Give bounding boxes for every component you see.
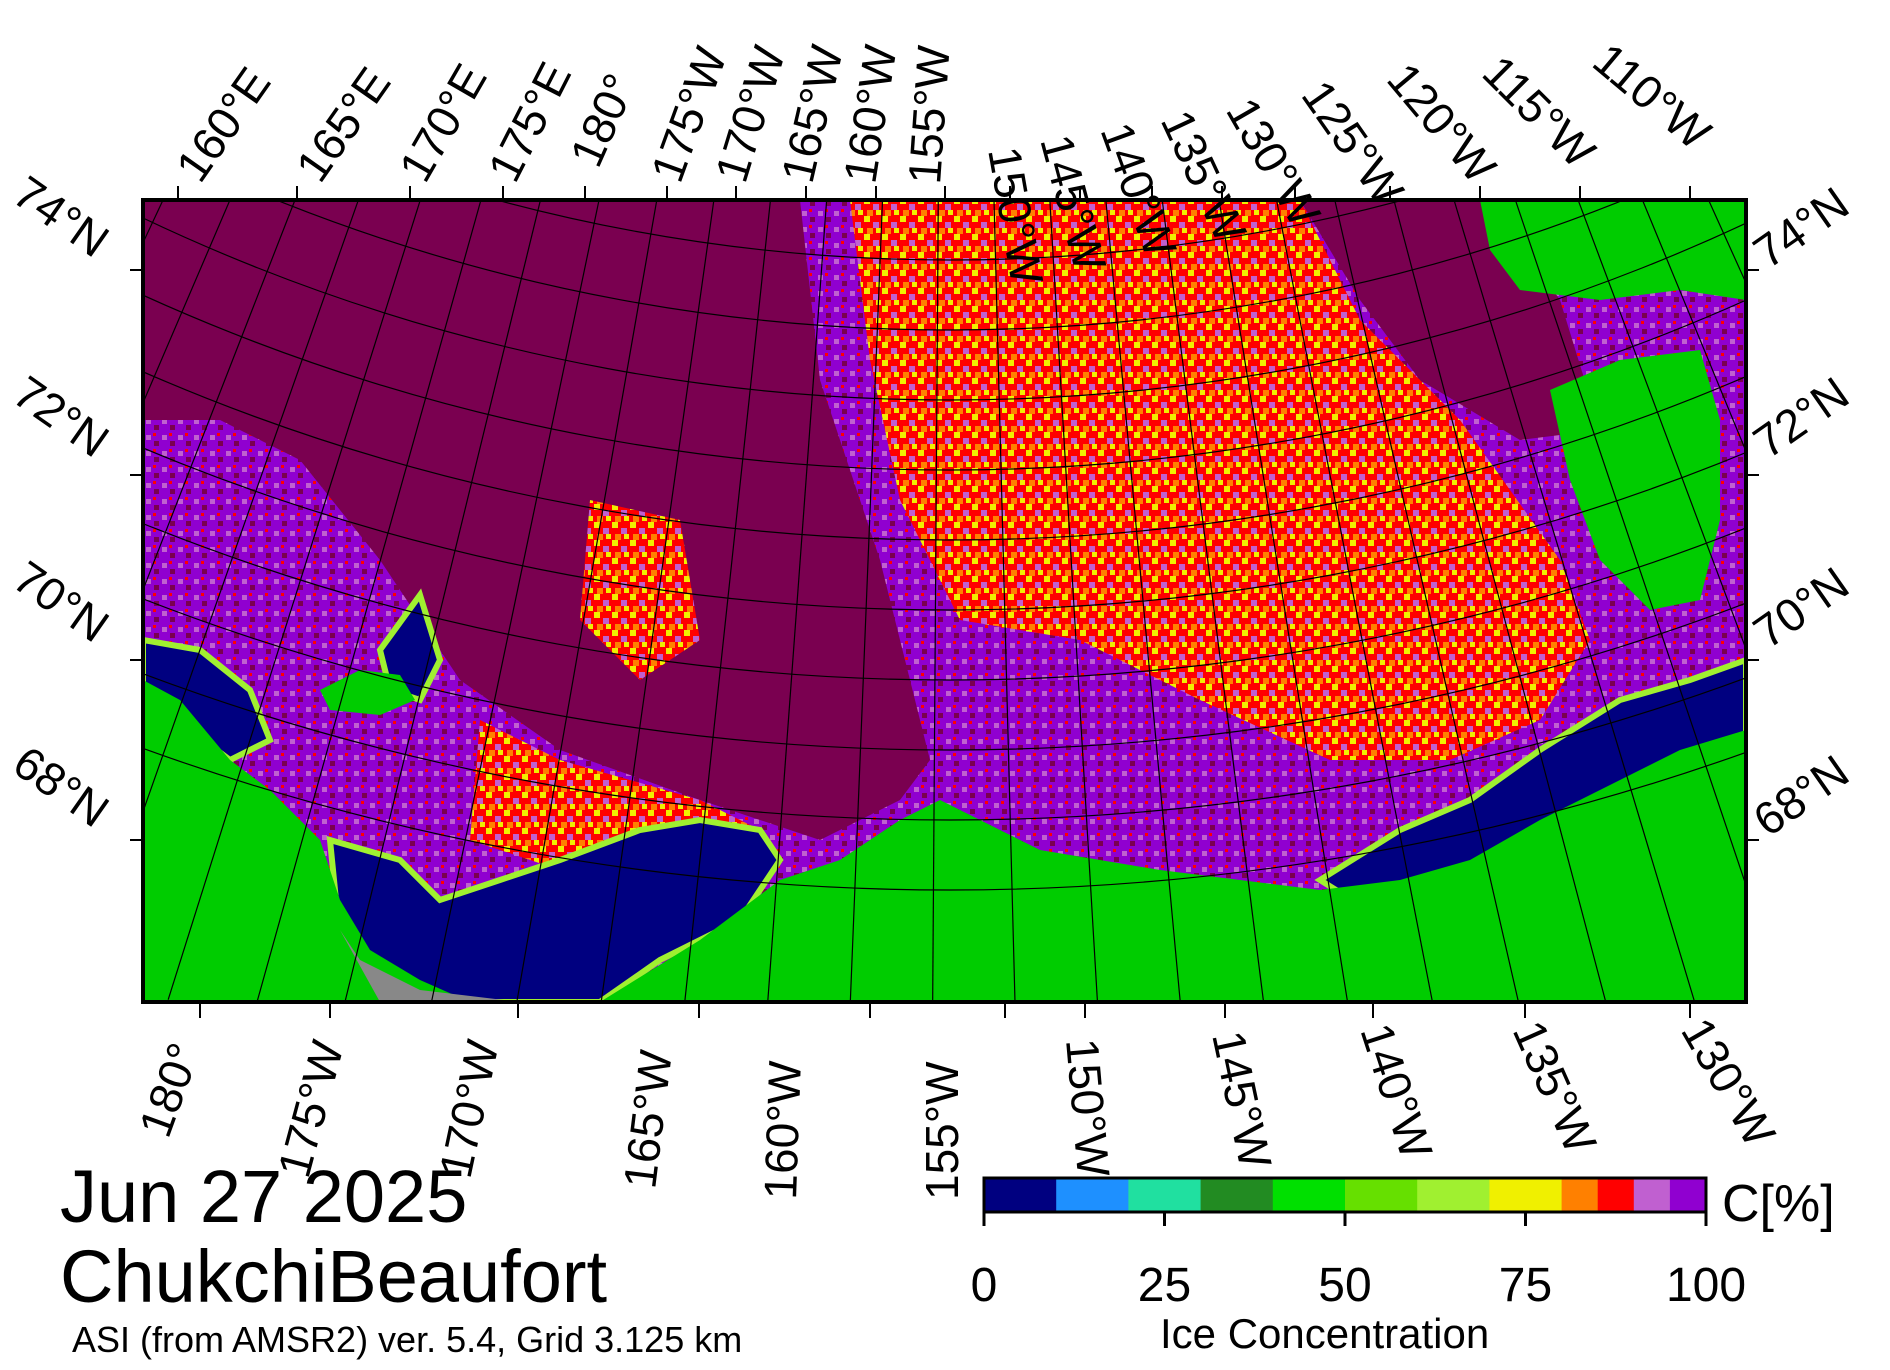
colorbar-tick-label: 0 bbox=[970, 1259, 998, 1312]
colorbar-title: Ice Concentration bbox=[1160, 1310, 1490, 1357]
top-lon-label: 165°E bbox=[286, 58, 401, 191]
bottom-lon-label: 160°W bbox=[754, 1059, 811, 1200]
region-label: ChukchiBeaufort bbox=[60, 1235, 608, 1318]
longitude-line bbox=[1218, 200, 1349, 1002]
longitude-line bbox=[932, 200, 939, 1002]
frame-ticks bbox=[130, 186, 1759, 1018]
right-lat-label: 72°N bbox=[1744, 367, 1858, 469]
longitude-line bbox=[143, 200, 296, 592]
left-lat-label: 70°N bbox=[4, 551, 118, 653]
longitude-line bbox=[1514, 200, 1746, 888]
graticule bbox=[0, 0, 1890, 1002]
colorbar-frame bbox=[982, 1176, 1708, 1214]
longitude-line bbox=[1840, 0, 1890, 681]
top-lon-label: 160°E bbox=[166, 58, 281, 191]
land-siberia bbox=[143, 680, 470, 1002]
ice-marginal-mid bbox=[580, 500, 700, 680]
colorbar-bin bbox=[1489, 1178, 1563, 1212]
bottom-lon-label: 150°W bbox=[1056, 1036, 1120, 1179]
land-wrangel-island bbox=[320, 670, 415, 715]
left-lat-label: 74°N bbox=[4, 166, 118, 268]
longitude-line bbox=[516, 200, 658, 1002]
map-body bbox=[143, 200, 1746, 1002]
latitude-line bbox=[143, 216, 1746, 401]
colorbar-tick-label: 50 bbox=[1318, 1259, 1372, 1312]
colorbar-bin bbox=[1417, 1178, 1490, 1212]
land-banks-island bbox=[1550, 350, 1720, 610]
left-lat-label: 72°N bbox=[4, 366, 118, 468]
top-lon-label: 170°E bbox=[389, 55, 497, 190]
longitude-line bbox=[1049, 200, 1099, 1002]
colorbar-bin bbox=[1056, 1178, 1129, 1212]
latitude-line bbox=[275, 200, 1625, 331]
land-victoria-island bbox=[1480, 200, 1746, 300]
latitude-line bbox=[495, 200, 1405, 261]
bottom-lon-label: 155°W bbox=[916, 1061, 968, 1200]
bottom-lon-label: 165°W bbox=[613, 1047, 682, 1191]
colorbar-tick-label: 100 bbox=[1665, 1259, 1747, 1312]
right-lat-label: 74°N bbox=[1744, 177, 1858, 279]
colorbar-bin bbox=[1597, 1178, 1635, 1212]
longitude-line bbox=[767, 200, 828, 1002]
longitude-line bbox=[1577, 200, 1746, 651]
longitude-line bbox=[256, 200, 482, 1002]
longitude-line bbox=[1393, 200, 1607, 1002]
colorbar-bin bbox=[1128, 1178, 1202, 1212]
land-masked-chukotka bbox=[340, 930, 520, 1002]
colorbar-bin bbox=[1633, 1178, 1671, 1212]
bottom-lon-label: 140°W bbox=[1350, 1017, 1442, 1165]
longitude-line bbox=[1884, 0, 1890, 631]
longitude-line bbox=[1453, 200, 1696, 1002]
longitude-line bbox=[1275, 200, 1434, 1002]
colorbar-bin bbox=[1345, 1178, 1418, 1212]
longitude-line bbox=[1105, 200, 1181, 1002]
ice-marginal-central bbox=[850, 200, 1590, 760]
top-lon-label: 155°W bbox=[898, 43, 960, 185]
longitude-line bbox=[344, 200, 542, 1002]
longitude-line bbox=[684, 200, 772, 1002]
right-lat-label: 68°N bbox=[1744, 745, 1858, 847]
colorbar-tick-label: 75 bbox=[1498, 1259, 1553, 1312]
longitude-line bbox=[167, 200, 421, 1000]
colorbar-bin bbox=[1200, 1178, 1274, 1212]
longitude-line bbox=[0, 0, 131, 753]
colorbar bbox=[982, 1178, 1708, 1226]
longitude-line bbox=[849, 200, 884, 1002]
date-label: Jun 27 2025 bbox=[60, 1155, 468, 1238]
colorbar-bin bbox=[1272, 1178, 1346, 1212]
bottom-lon-label: 135°W bbox=[1503, 1013, 1607, 1161]
bottom-lon-label: 180° bbox=[129, 1036, 210, 1143]
land-alaska bbox=[600, 730, 1746, 1002]
open-water-chukchi bbox=[326, 816, 784, 1002]
colorbar-bin bbox=[1669, 1178, 1707, 1212]
colorbar-unit: C[%] bbox=[1722, 1175, 1835, 1233]
longitude-line bbox=[143, 200, 360, 814]
bottom-lon-label: 145°W bbox=[1202, 1026, 1282, 1173]
bottom-lon-label: 130°W bbox=[1671, 1009, 1786, 1156]
colorbar-bin bbox=[1561, 1178, 1599, 1212]
longitude-line bbox=[1161, 200, 1265, 1002]
ice-100-western bbox=[143, 200, 930, 840]
longitude-line bbox=[430, 200, 600, 1002]
top-lon-label: 175°E bbox=[478, 54, 581, 190]
left-lat-label: 68°N bbox=[4, 736, 118, 838]
colorbar-bin bbox=[984, 1178, 1057, 1212]
right-lat-label: 70°N bbox=[1744, 557, 1858, 659]
longitude-line bbox=[993, 200, 1016, 1002]
longitude-line bbox=[600, 200, 715, 1002]
latitude-line bbox=[143, 294, 1746, 471]
longitude-line bbox=[1334, 200, 1520, 1002]
product-label: ASI (from AMSR2) ver. 5.4, Grid 3.125 km bbox=[72, 1319, 743, 1360]
colorbar-tick-label: 25 bbox=[1137, 1259, 1192, 1312]
